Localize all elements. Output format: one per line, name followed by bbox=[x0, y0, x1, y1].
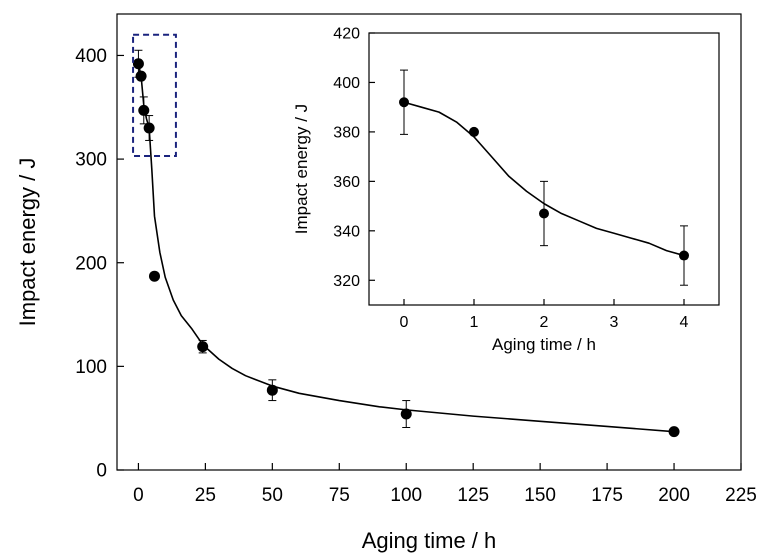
main-data-point bbox=[143, 122, 155, 134]
main-x-axis-label: Aging time / h bbox=[362, 528, 497, 553]
inset-background bbox=[370, 34, 720, 306]
main-x-tick-label: 175 bbox=[591, 485, 623, 506]
inset-x-axis-label: Aging time / h bbox=[492, 335, 596, 354]
inset-x-tick-label: 1 bbox=[470, 314, 479, 331]
main-y-tick-label: 0 bbox=[96, 461, 107, 482]
inset-data-point bbox=[539, 208, 549, 219]
inset-y-tick-label: 380 bbox=[333, 125, 360, 142]
main-plot-frame bbox=[116, 13, 742, 471]
main-y-tick-label: 300 bbox=[75, 150, 107, 171]
main-x-tick-label: 25 bbox=[195, 485, 216, 506]
inset-x-tick-label: 2 bbox=[540, 314, 549, 331]
main-y-tick-label: 200 bbox=[75, 253, 107, 274]
main-data-point bbox=[266, 384, 278, 396]
inset-x-tick-label: 4 bbox=[680, 314, 689, 331]
main-x-tick-label: 0 bbox=[133, 485, 144, 506]
inset-y-axis-label: Impact energy / J bbox=[292, 104, 311, 234]
inset-y-tick-label: 420 bbox=[333, 26, 360, 43]
inset-data-point bbox=[399, 97, 409, 108]
main-x-tick-label: 150 bbox=[524, 485, 556, 506]
main-data-point bbox=[135, 70, 147, 82]
main-y-tick-label: 400 bbox=[75, 46, 107, 67]
main-data-point bbox=[668, 426, 680, 438]
main-x-tick-label: 225 bbox=[725, 485, 757, 506]
main-x-tick-label: 75 bbox=[329, 485, 350, 506]
inset-x-tick-label: 3 bbox=[610, 314, 619, 331]
main-data-point bbox=[138, 104, 150, 116]
main-y-tick-label: 100 bbox=[75, 357, 107, 378]
main-data-point bbox=[197, 341, 209, 353]
inset-y-tick-label: 400 bbox=[333, 75, 360, 92]
inset-chart: 0 1 2 3 4 320 340 360 380 400 420 Aging time / h Imp… bbox=[292, 26, 720, 354]
main-data-point bbox=[148, 270, 160, 282]
main-chart: 0 25 50 75 100 125 150 175 200 225 0 100 200 300 400 Ag… bbox=[15, 13, 757, 553]
inset-y-tick-label: 360 bbox=[333, 174, 360, 191]
inset-y-tick-label: 320 bbox=[333, 273, 360, 290]
inset-data-point bbox=[469, 126, 479, 137]
main-x-tick-label: 125 bbox=[457, 485, 489, 506]
highlight-box bbox=[132, 33, 177, 157]
inset-y-tick-label: 340 bbox=[333, 223, 360, 240]
main-y-axis-label: Impact energy / J bbox=[15, 158, 40, 327]
main-data-point bbox=[400, 408, 412, 420]
main-data-point bbox=[132, 58, 144, 70]
main-x-tick-label: 200 bbox=[658, 485, 690, 506]
inset-data-point bbox=[679, 250, 689, 261]
main-x-tick-label: 50 bbox=[262, 485, 283, 506]
inset-x-tick-label: 0 bbox=[400, 314, 409, 331]
main-x-tick-label: 100 bbox=[390, 485, 422, 506]
